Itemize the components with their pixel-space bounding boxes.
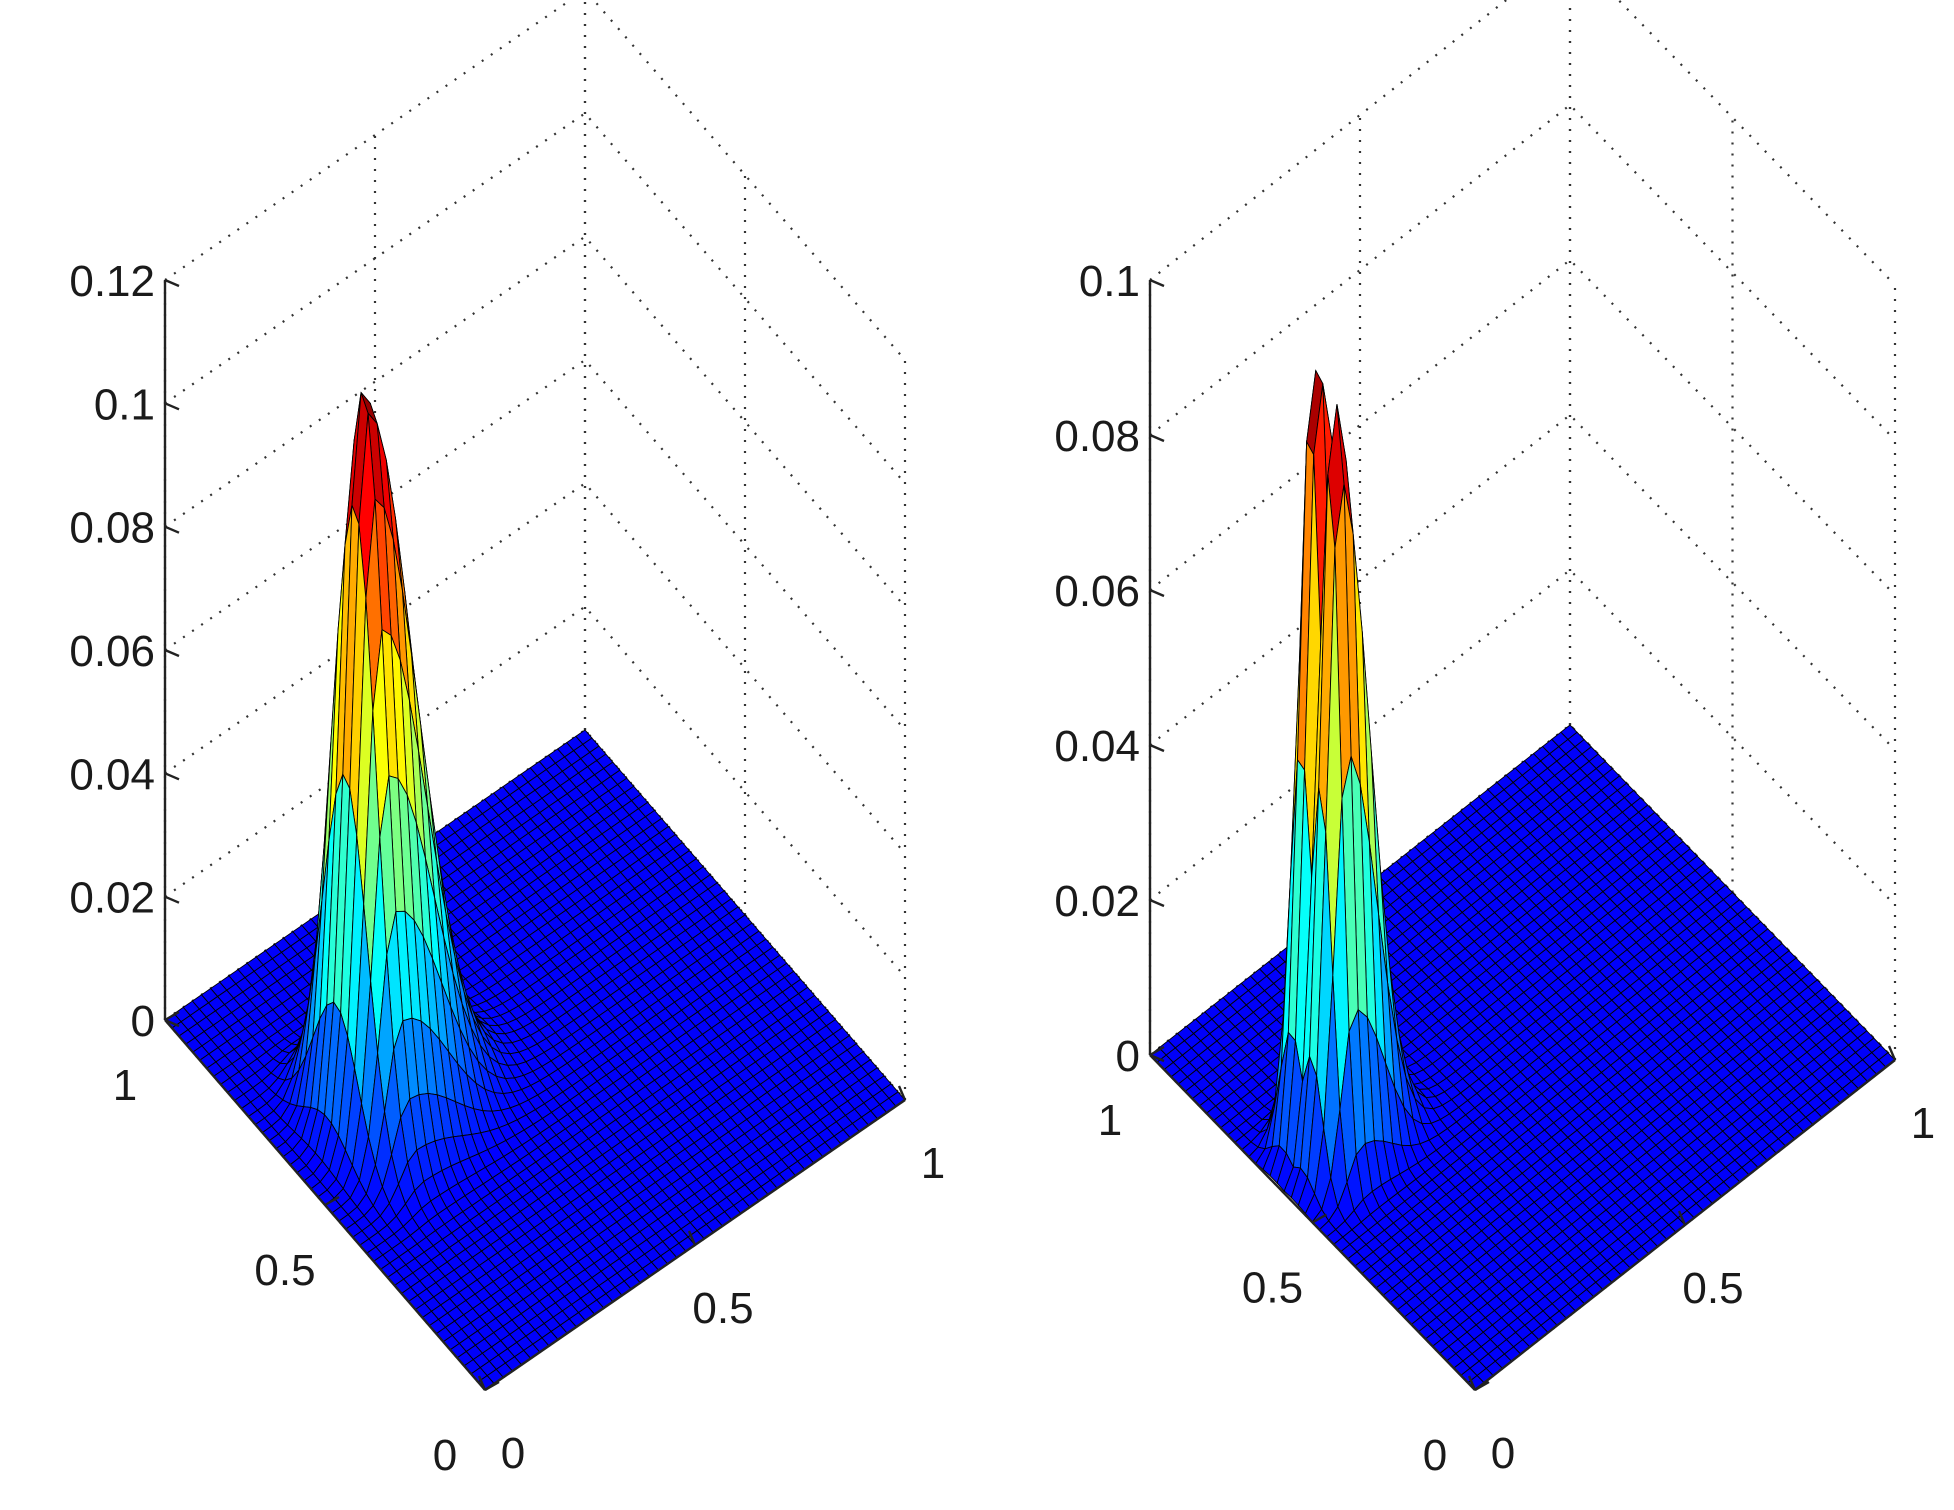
z-tick-label: 0.08: [1054, 412, 1140, 461]
z-tick-label: 0.04: [69, 750, 155, 799]
x-tick-mark: [1677, 1210, 1687, 1226]
axes: 0 0.02 0.04 0.06 0.08 0.1 0.12 0 0.5 1 0 0.5 1: [69, 257, 945, 1480]
grid-line: [164, 111, 906, 485]
x-tick-mark: [1467, 1375, 1477, 1391]
y-tick-label: 0.5: [1242, 1264, 1303, 1313]
y-tick-label: 0: [1423, 1431, 1447, 1480]
z-tick-label: 0.02: [69, 874, 155, 923]
surface-plot-left: 0 0.02 0.04 0.06 0.08 0.1 0.12 0 0.5 1 0 0.5 1: [69, 0, 945, 1480]
x-tick-mark: [897, 1085, 907, 1101]
surface-plot-right: 0 0.02 0.04 0.06 0.08 0.1 0 0.5 1 0 0.5 1: [1054, 0, 1935, 1480]
z-tick-mark: [1149, 278, 1165, 288]
z-tick-label: 0.06: [69, 627, 155, 676]
y-tick-mark: [1311, 1213, 1328, 1224]
x-tick-mark: [1887, 1045, 1897, 1061]
x-tick-label: 1: [921, 1139, 945, 1188]
z-tick-mark: [164, 278, 180, 288]
y-tick-mark: [324, 1195, 340, 1207]
y-tick-mark: [484, 1380, 500, 1392]
z-tick-label: 0.1: [94, 380, 155, 429]
z-tick-label: 0: [1116, 1032, 1140, 1081]
x-tick-label: 1: [1911, 1099, 1935, 1148]
y-tick-label: 0: [433, 1431, 457, 1480]
z-tick-mark: [1149, 898, 1165, 908]
z-tick-mark: [1149, 743, 1165, 753]
grid-line: [164, 235, 906, 608]
z-tick-label: 0.08: [69, 504, 155, 553]
z-tick-mark: [164, 648, 180, 658]
z-tick-mark: [164, 1018, 180, 1028]
z-tick-label: 0.06: [1054, 567, 1140, 616]
z-tick-label: 0.12: [69, 257, 155, 306]
z-tick-mark: [164, 772, 180, 781]
x-tick-label: 0.5: [1682, 1264, 1743, 1313]
y-tick-label: 1: [1098, 1096, 1122, 1145]
grid-line: [1149, 103, 1896, 441]
x-tick-label: 0: [1491, 1429, 1515, 1478]
y-tick-label: 1: [113, 1061, 137, 1110]
y-tick-label: 0.5: [254, 1246, 315, 1295]
z-tick-label: 0: [131, 997, 155, 1046]
x-tick-label: 0.5: [692, 1284, 753, 1333]
x-tick-mark: [477, 1375, 487, 1391]
z-tick-label: 0.02: [1054, 877, 1140, 926]
axes: 0 0.02 0.04 0.06 0.08 0.1 0 0.5 1 0 0.5 1: [1054, 257, 1935, 1480]
y-tick-mark: [164, 1010, 180, 1022]
z-tick-label: 0.04: [1054, 722, 1140, 771]
z-tick-mark: [164, 402, 180, 411]
surface-mesh: [1149, 369, 1896, 1391]
z-tick-mark: [164, 525, 180, 534]
x-tick-mark: [687, 1230, 697, 1246]
grid-line: [164, 481, 906, 855]
grid-line: [164, 358, 906, 731]
grid-line: [164, 0, 906, 361]
z-tick-mark: [1149, 588, 1165, 598]
surface-mesh: [164, 391, 906, 1391]
z-tick-mark: [164, 895, 180, 904]
grid-line: [164, 605, 906, 978]
grid-line: [1149, 413, 1896, 751]
z-tick-mark: [1149, 1053, 1165, 1063]
z-tick-mark: [1149, 433, 1165, 443]
grid-line: [1149, 258, 1896, 596]
z-tick-label: 0.1: [1079, 257, 1140, 306]
x-tick-label: 0: [501, 1429, 525, 1478]
y-tick-mark: [1149, 1045, 1165, 1057]
y-tick-mark: [1474, 1380, 1490, 1392]
